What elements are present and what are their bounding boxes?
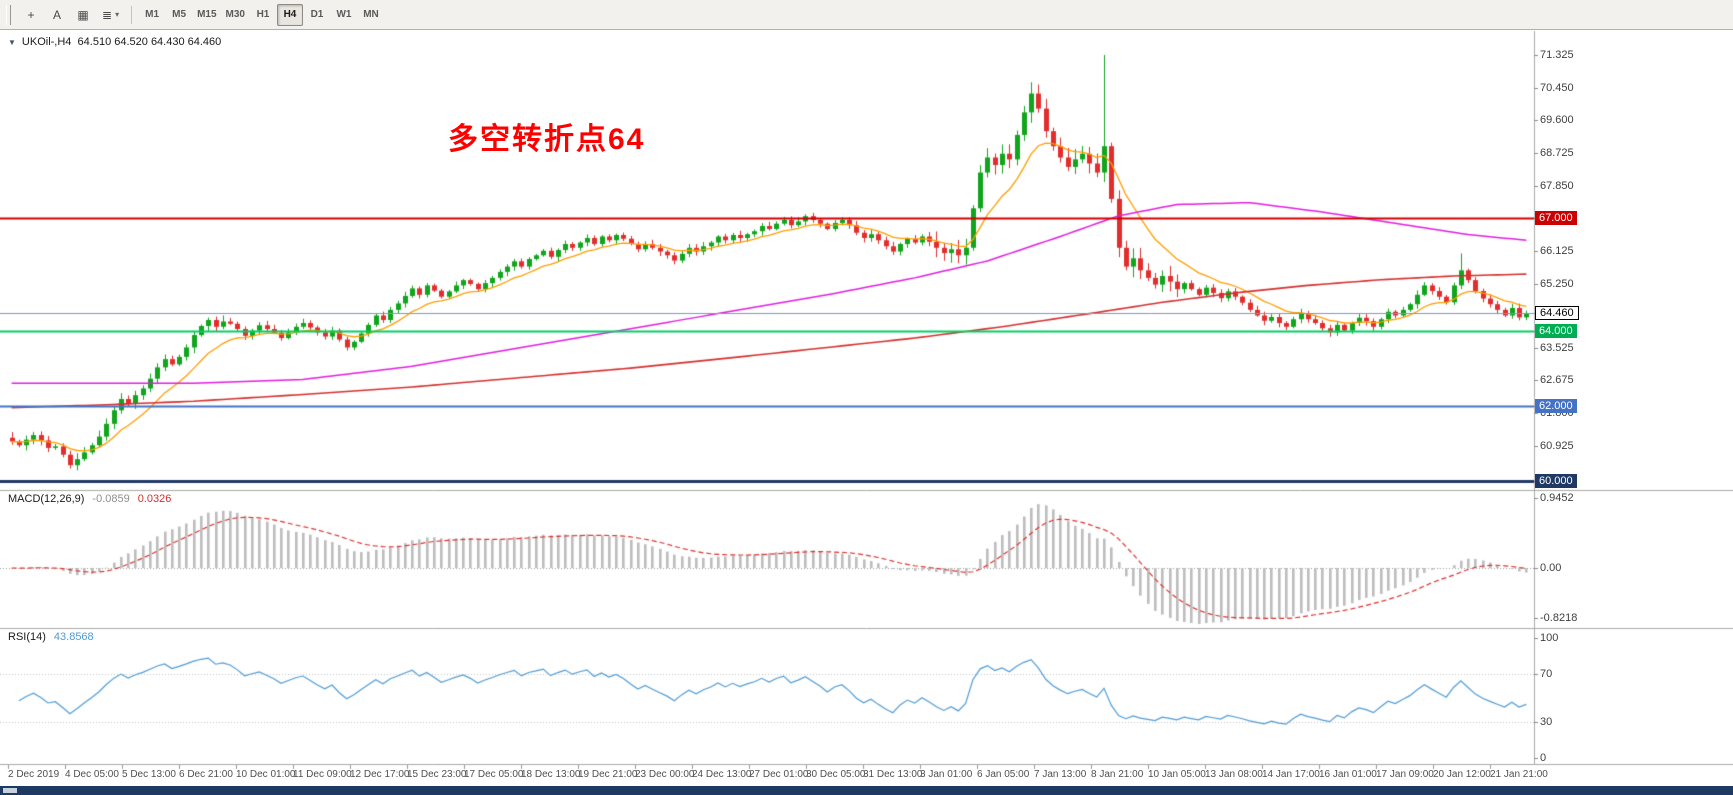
crosshair-icon: +	[27, 7, 35, 22]
status-bar	[0, 786, 1733, 795]
macd-signal-value: 0.0326	[137, 493, 172, 505]
symbol-ohlc-label: UKOil-,H4 64.510 64.520 64.430 64.460	[21, 36, 222, 48]
crosshair-button[interactable]: +	[19, 4, 43, 26]
time-label: 6 Jan 05:00	[977, 769, 1030, 780]
price-tick: 60.925	[1540, 440, 1574, 453]
macd-axis-bottom: -0.8218	[1540, 612, 1578, 624]
price-tick: 67.850	[1540, 179, 1574, 192]
time-label: 15 Dec 23:00	[407, 769, 467, 780]
rsi-axis-100: 100	[1540, 632, 1559, 644]
time-label: 27 Dec 01:00	[749, 769, 809, 780]
macd-axis-zero: 0.00	[1540, 562, 1562, 574]
time-label: 6 Dec 21:00	[179, 769, 233, 780]
time-label: 13 Jan 08:00	[1205, 769, 1263, 780]
tf-button-m1[interactable]: M1	[139, 4, 165, 26]
chart-annotation-text: 多空转折点64	[448, 123, 646, 156]
time-label: 7 Jan 13:00	[1034, 769, 1087, 780]
indicators-icon: ≣	[102, 7, 113, 22]
time-label: 17 Jan 09:00	[1376, 769, 1434, 780]
status-chip	[3, 788, 17, 793]
macd-label: MACD(12,26,9) -0.0859 0.0326	[8, 493, 171, 505]
tf-button-mn[interactable]: MN	[358, 4, 384, 26]
rsi-label: RSI(14) 43.8568	[8, 631, 94, 643]
tf-button-d1[interactable]: D1	[304, 4, 330, 26]
text-tool-button[interactable]: A	[45, 4, 69, 26]
time-label: 16 Jan 01:00	[1319, 769, 1377, 780]
time-label: 20 Jan 12:00	[1433, 769, 1491, 780]
time-label: 10 Jan 05:00	[1148, 769, 1206, 780]
time-label: 23 Dec 00:00	[635, 769, 695, 780]
time-label: 8 Jan 21:00	[1091, 769, 1144, 780]
price-tick: 71.325	[1540, 49, 1574, 61]
price-line-label: 64.460	[1535, 306, 1579, 321]
macd-name: MACD(12,26,9)	[8, 493, 85, 505]
toolbar-separator	[131, 5, 133, 24]
price-line-label: 60.000	[1535, 474, 1577, 488]
macd-main-value: -0.0859	[92, 493, 130, 505]
price-tick: 68.725	[1540, 146, 1574, 159]
price-tick: 69.600	[1540, 113, 1574, 126]
rsi-axis-30: 30	[1540, 716, 1553, 728]
time-label: 14 Jan 17:00	[1262, 769, 1320, 780]
time-label: 19 Dec 21:00	[578, 769, 638, 780]
triangle-icon: ▼	[8, 37, 16, 47]
time-label: 5 Dec 13:00	[122, 769, 176, 780]
time-label: 30 Dec 05:00	[806, 769, 866, 780]
time-label: 31 Dec 13:00	[863, 769, 923, 780]
toolbar: + A ▦ ≣ ▾ M1 M5 M15 M30 H1 H4 D1 W1 MN	[0, 0, 1733, 30]
time-label: 10 Dec 01:00	[236, 769, 296, 780]
indicators-button[interactable]: ≣ ▾	[97, 4, 124, 26]
time-label: 11 Dec 09:00	[293, 769, 352, 780]
tf-button-h4[interactable]: H4	[276, 3, 303, 26]
text-icon: A	[52, 7, 61, 22]
time-label: 12 Dec 17:00	[350, 769, 410, 780]
time-label: 17 Dec 05:00	[464, 769, 524, 780]
rsi-name: RSI(14)	[8, 631, 46, 643]
price-tick: 65.250	[1540, 277, 1574, 290]
time-label: 2 Dec 2019	[8, 769, 60, 780]
rsi-axis-0: 0	[1540, 752, 1547, 764]
macd-axis-top: 0.9452	[1540, 492, 1574, 504]
time-label: 3 Jan 01:00	[920, 769, 973, 780]
chevron-down-icon: ▾	[115, 10, 120, 19]
timeframe-group: M1 M5 M15 M30 H1 H4 D1 W1 MN	[139, 3, 384, 26]
rsi-axis-70: 70	[1540, 668, 1553, 680]
price-line-label: 64.000	[1535, 323, 1577, 338]
price-tick: 70.450	[1540, 81, 1574, 94]
objects-button[interactable]: ▦	[71, 4, 95, 26]
chart-title: ▼ UKOil-,H4 64.510 64.520 64.430 64.460	[8, 36, 221, 48]
rsi-value: 43.8568	[53, 631, 94, 643]
tf-button-h1[interactable]: H1	[250, 4, 276, 26]
objects-icon: ▦	[77, 7, 89, 22]
time-label: 21 Jan 21:00	[1490, 769, 1548, 780]
price-tick: 62.675	[1540, 374, 1574, 387]
toolbar-drag-handle[interactable]	[6, 4, 11, 25]
price-line-label: 62.000	[1535, 398, 1577, 413]
price-line-label: 67.000	[1535, 210, 1577, 225]
price-tick: 66.125	[1540, 244, 1574, 257]
tf-button-m30[interactable]: M30	[222, 4, 249, 26]
time-label: 4 Dec 05:00	[65, 769, 119, 780]
tf-button-w1[interactable]: W1	[331, 4, 357, 26]
time-label: 18 Dec 13:00	[521, 769, 581, 780]
price-tick: 63.525	[1540, 342, 1574, 355]
tf-button-m15[interactable]: M15	[193, 4, 220, 26]
tf-button-m5[interactable]: M5	[166, 4, 192, 26]
time-label: 24 Dec 13:00	[692, 769, 752, 780]
